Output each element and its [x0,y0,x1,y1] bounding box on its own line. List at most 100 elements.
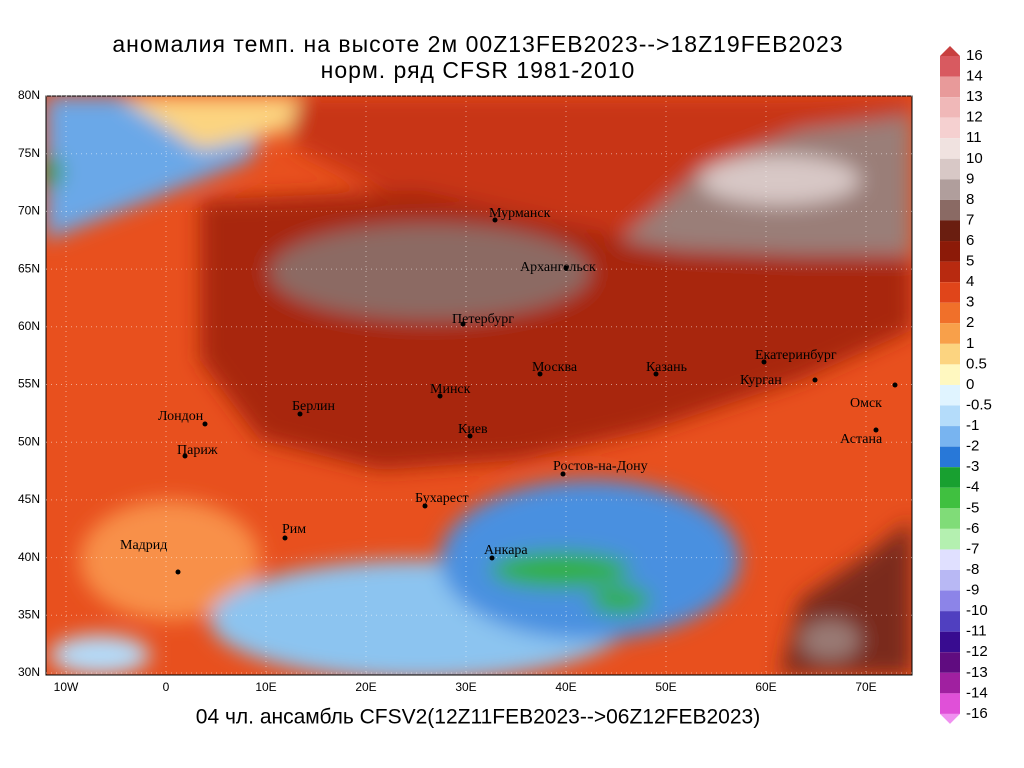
colorbar-segment [940,611,960,632]
colorbar-segment [940,570,960,591]
colorbar-segment [940,138,960,159]
city-dot [653,371,659,377]
colorbar-segment [940,384,960,406]
colorbar-label: -9 [966,582,979,599]
colorbar-label: 4 [966,273,974,290]
lat-tick-label: 50N [18,434,40,448]
city-dot [892,382,898,388]
colorbar-segment [940,220,960,242]
city-dot [202,421,208,427]
city-label: Астана [840,432,883,447]
city-dot [873,427,879,433]
city-dot [467,433,473,439]
colorbar-label: 12 [966,109,983,126]
lat-tick-label: 55N [18,377,40,391]
city-label: Рим [282,522,306,537]
colorbar-segment [940,508,960,529]
colorbar-label: 10 [966,150,983,167]
colorbar-label: 16 [966,47,983,64]
colorbar-label: -5 [966,499,979,516]
colorbar-label: 1 [966,335,974,352]
city-label: Минск [430,382,471,397]
colorbar-label: -13 [966,664,988,681]
colorbar-segment [940,282,960,303]
city-dot [489,555,495,561]
colorbar-label: 3 [966,294,974,311]
colorbar-label: 9 [966,170,974,187]
lon-tick-label: 40E [555,680,576,694]
city-dot [175,569,181,575]
colorbar-segment [940,323,960,344]
lon-tick-label: 0 [163,680,170,694]
colorbar-segment [940,652,960,673]
colorbar-label: -1 [966,417,979,434]
colorbar-top [940,46,960,56]
lat-tick-label: 30N [18,665,40,679]
lon-tick-label: 70E [855,680,876,694]
city-label: Мадрид [120,538,167,553]
city-dot [761,359,767,365]
lat-tick-label: 65N [18,261,40,275]
map-field [46,96,912,675]
title-line1: аномалия темп. на высоте 2м 00Z13FEB2023… [112,31,843,57]
colorbar-label: 0 [966,376,974,393]
lon-tick-label: 30E [455,680,476,694]
colorbar-segment [940,117,960,139]
lon-tick-label: 10W [54,680,79,694]
colorbar-label: -11 [966,623,987,640]
city-label: Киев [458,422,488,437]
city-label: Мурманск [489,206,551,221]
colorbar-segment [940,56,960,77]
lat-tick-label: 60N [18,319,40,333]
colorbar-label: 13 [966,88,983,105]
city-label: Анкара [484,543,528,558]
city-dot [282,535,288,541]
colorbar-segment [940,693,960,714]
lon-tick-label: 50E [655,680,676,694]
footer: 04 чл. ансамбль CFSV2(12Z11FEB2023-->06Z… [196,706,760,729]
colorbar-segment [940,343,960,365]
lon-tick-label: 10E [255,680,276,694]
colorbar-segment [940,590,960,612]
city-label: Архангельск [520,260,596,275]
colorbar-segment [940,302,960,324]
city-dot [812,377,818,383]
lat-tick-label: 70N [18,204,40,218]
colorbar-segment [940,446,960,468]
colorbar-label: -16 [966,705,988,722]
city-label: Париж [177,443,218,458]
colorbar-label: -12 [966,643,988,660]
city-dot [422,503,428,509]
city-dot [297,411,303,417]
city-label: Берлин [292,399,336,414]
city-dot [182,453,188,459]
colorbar-segment [940,76,960,98]
city-dot [437,393,443,399]
lat-tick-label: 45N [18,492,40,506]
colorbar-label: -8 [966,561,979,578]
city-dot [460,321,466,327]
city-label: Петербург [452,312,514,327]
colorbar-segment [940,549,960,570]
colorbar-segment [940,467,960,488]
colorbar-label: 5 [966,253,974,270]
colorbar-label: 2 [966,314,974,331]
colorbar-segment [940,179,960,200]
city-dot [560,471,566,477]
colorbar-segment [940,528,960,550]
lat-tick-label: 40N [18,550,40,564]
colorbar-segment [940,199,960,221]
lat-tick-label: 80N [18,88,40,102]
city-label: Курган [740,373,782,388]
city-label: Казань [646,360,687,375]
lat-tick-label: 35N [18,607,40,621]
city-dot [563,265,569,271]
city-dot [537,371,543,377]
colorbar-label: -4 [966,479,979,496]
colorbar-segment [940,364,960,385]
colorbar-segment [940,487,960,509]
colorbar-label: -7 [966,540,979,557]
lat-tick-label: 75N [18,146,40,160]
colorbar-segment [940,631,960,653]
colorbar-label: -0.5 [966,396,992,413]
